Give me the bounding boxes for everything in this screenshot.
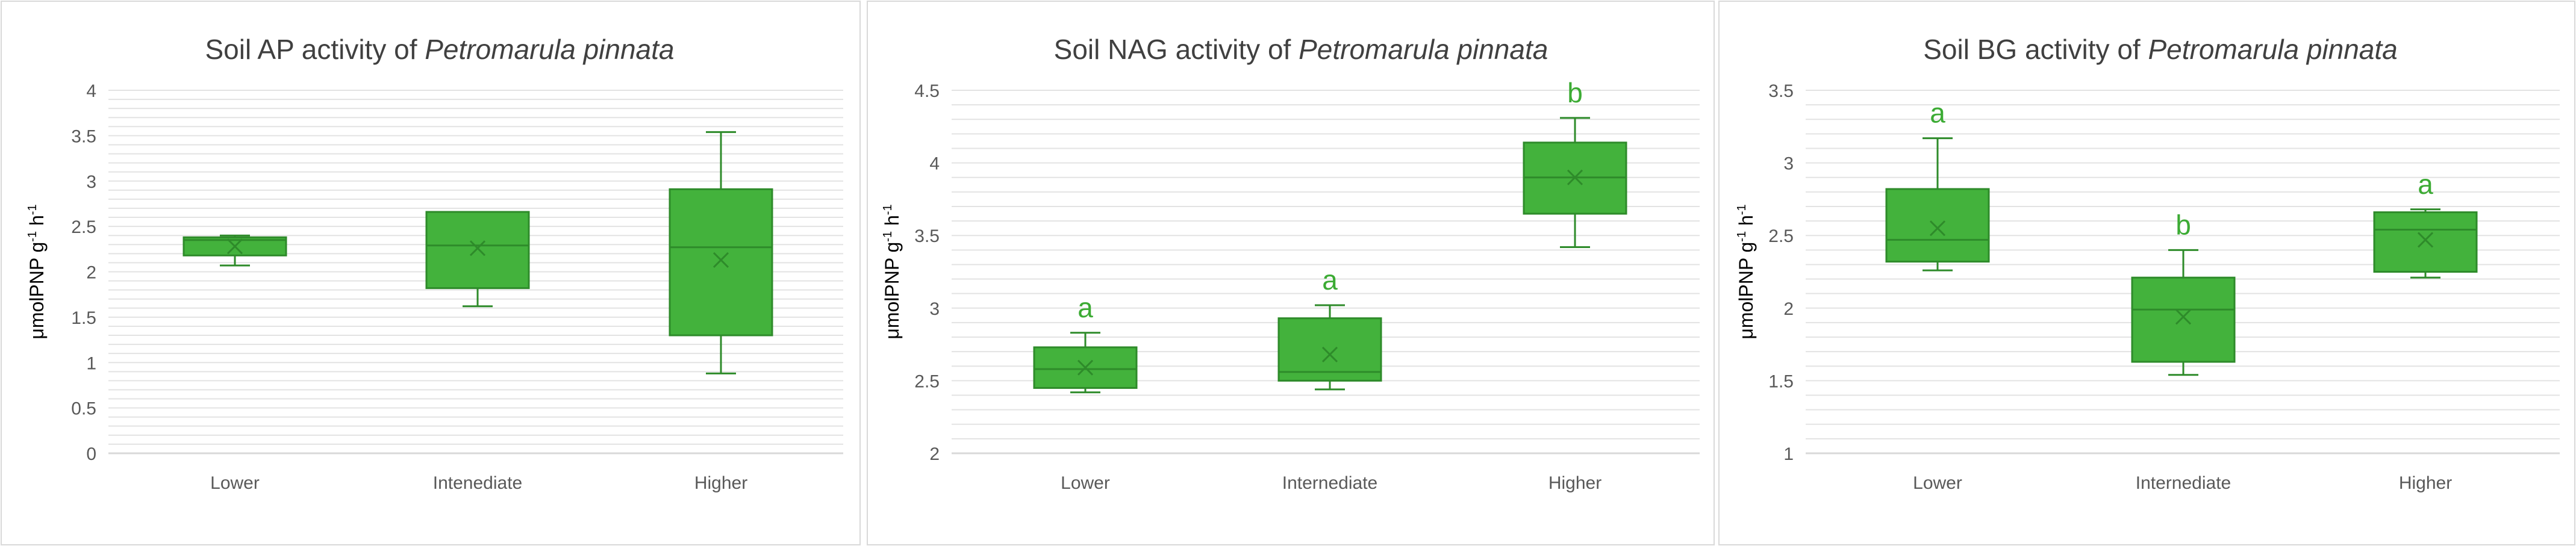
mean-marker xyxy=(713,252,729,268)
y-tick-label: 2 xyxy=(86,263,96,283)
y-tick-label: 1.5 xyxy=(1768,371,1794,391)
box-plot-lower xyxy=(182,234,287,267)
nag-activity-chart: Soil NAG activity of Petromarula pinnata… xyxy=(867,1,1715,545)
box-plot-higher xyxy=(1523,117,1627,248)
y-tick-label: 2 xyxy=(1783,299,1794,319)
y-tick-label: 3.5 xyxy=(1768,81,1794,101)
x-category-label: Intenediate xyxy=(433,473,522,493)
significance-letter: a xyxy=(1322,264,1338,296)
bg-activity-chart: Soil BG activity of Petromarula pinnata 1… xyxy=(1718,1,2575,545)
box-plot-higher xyxy=(2373,208,2478,279)
y-tick-label: 3 xyxy=(86,172,96,192)
y-tick-label: 3 xyxy=(1783,154,1794,174)
y-tick-label: 1.5 xyxy=(71,308,96,328)
chart-panel-bg: Soil BG activity of Petromarula pinnata 1… xyxy=(1718,0,2576,546)
chart-title: Soil NAG activity of Petromarula pinnata xyxy=(1054,34,1548,65)
chart-panel-nag: Soil NAG activity of Petromarula pinnata… xyxy=(866,0,1715,546)
y-axis-label: μmolPNP g-1 h-1 xyxy=(1735,204,1757,339)
y-tick-label: 1 xyxy=(86,353,96,373)
mean-marker xyxy=(1567,169,1583,185)
mean-marker xyxy=(226,238,243,255)
y-axis-label: μmolPNP g-1 h-1 xyxy=(26,204,48,339)
significance-letter: a xyxy=(1930,98,1945,129)
x-category-label: Lower xyxy=(210,473,260,493)
x-category-label: Internediate xyxy=(2136,473,2231,493)
significance-letter: b xyxy=(1567,77,1583,108)
significance-letter: b xyxy=(2175,209,2191,240)
box-plot-higher xyxy=(669,131,773,374)
mean-marker xyxy=(469,240,486,256)
ap-activity-chart: Soil AP activity of Petromarula pinnata 0… xyxy=(1,1,861,545)
significance-letter: a xyxy=(1077,292,1093,323)
panel-border xyxy=(867,1,1715,545)
x-category-label: Higher xyxy=(2399,473,2452,493)
iqr-box xyxy=(1885,188,1990,263)
y-axis-label: μmolPNP g-1 h-1 xyxy=(881,204,903,339)
mean-marker xyxy=(2175,309,2192,325)
y-tick-label: 2.5 xyxy=(1768,226,1794,246)
y-tick-label: 3.5 xyxy=(71,126,96,146)
mean-marker xyxy=(2417,232,2434,248)
y-tick-label: 2.5 xyxy=(914,371,940,391)
iqr-box xyxy=(425,211,530,290)
iqr-box xyxy=(2373,211,2478,273)
x-category-label: Internediate xyxy=(1282,473,1377,493)
chart-title: Soil BG activity of Petromarula pinnata xyxy=(1923,34,2397,65)
box-plot-intenediate xyxy=(425,211,530,308)
mean-marker xyxy=(1321,346,1338,363)
x-category-label: Lower xyxy=(1913,473,1962,493)
box-plot-internediate xyxy=(1277,304,1382,391)
box-plot-internediate xyxy=(2131,249,2236,376)
chart-title: Soil AP activity of Petromarula pinnata xyxy=(205,34,674,65)
y-tick-label: 3.5 xyxy=(914,226,940,246)
y-tick-label: 2.5 xyxy=(71,217,96,237)
iqr-box xyxy=(669,188,773,337)
x-category-label: Higher xyxy=(1548,473,1601,493)
mean-marker xyxy=(1077,359,1094,376)
panel-border xyxy=(1718,1,2575,545)
mean-marker xyxy=(1929,220,1946,237)
iqr-box xyxy=(2131,276,2236,363)
y-tick-label: 3 xyxy=(929,299,940,319)
chart-panel-ap: Soil AP activity of Petromarula pinnata 0… xyxy=(0,0,861,546)
y-tick-label: 1 xyxy=(1783,444,1794,464)
x-category-label: Higher xyxy=(694,473,747,493)
box-plot-lower xyxy=(1033,332,1138,394)
y-tick-label: 0 xyxy=(86,444,96,464)
y-tick-label: 4 xyxy=(86,81,96,101)
y-tick-label: 0.5 xyxy=(71,399,96,419)
box-plot-lower xyxy=(1885,137,1990,271)
x-category-label: Lower xyxy=(1061,473,1110,493)
y-tick-label: 4.5 xyxy=(914,81,940,101)
y-tick-label: 4 xyxy=(929,154,940,174)
y-tick-label: 2 xyxy=(929,444,940,464)
iqr-box xyxy=(1277,317,1382,382)
significance-letter: a xyxy=(2418,169,2433,200)
